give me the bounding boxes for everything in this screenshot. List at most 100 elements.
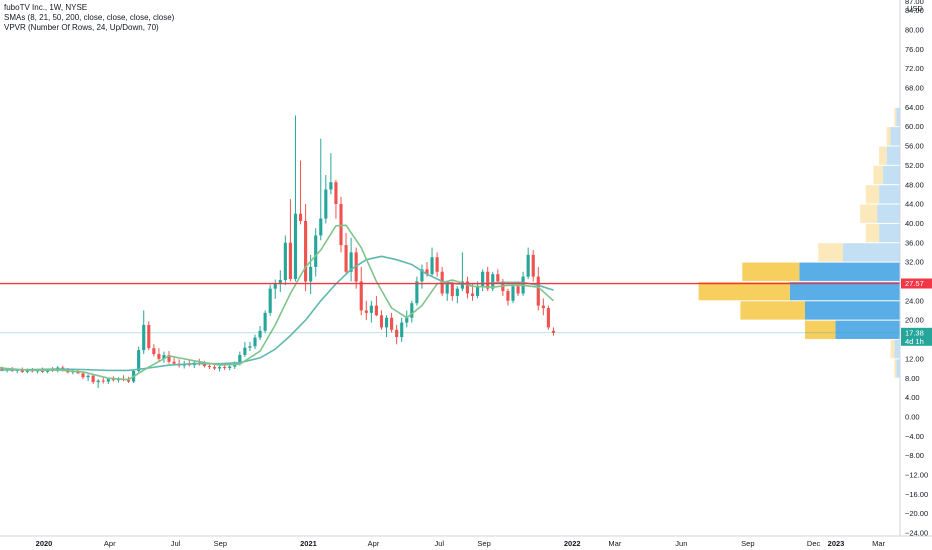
price-axis-top-label: 87.00 [905, 0, 924, 6]
candle-body [212, 367, 217, 369]
candle-body [111, 379, 115, 381]
candle-body [349, 252, 353, 272]
x-tick-label: 2023 [828, 539, 845, 548]
vp-row-down [698, 281, 790, 301]
horizontal-line[interactable] [0, 282, 900, 334]
candle-body [96, 380, 100, 383]
y-tick-label: 12.00 [905, 354, 924, 363]
candle-body [450, 283, 454, 296]
time-axis-bg [0, 536, 932, 550]
x-tick-label: Sep [214, 539, 227, 548]
sma-fast-line [0, 224, 555, 381]
candle-body [430, 257, 434, 275]
candle-body [374, 305, 378, 316]
vp-row-down [865, 223, 880, 243]
candle-body [157, 354, 161, 359]
candle-body [496, 274, 500, 282]
candle-body [460, 281, 464, 289]
sma-slow-line [0, 255, 554, 372]
x-tick-label: Dec [807, 539, 821, 548]
candle-body [167, 354, 171, 362]
y-tick-label: 76.00 [905, 45, 924, 54]
vp-row-up [877, 204, 900, 223]
y-tick-label: 4.00 [905, 393, 920, 402]
y-tick-label: −16.00 [905, 490, 928, 499]
candle-body [516, 286, 520, 294]
y-tick-label: 8.00 [905, 374, 920, 383]
last-price-tag [901, 327, 932, 346]
vp-row-up [894, 339, 900, 359]
y-tick-label: −20.00 [905, 509, 928, 518]
vp-row-down [742, 262, 800, 281]
sma-legend[interactable]: SMAs (8, 21, 50, 200, close, close, clos… [4, 13, 175, 22]
x-tick-label: Jul [434, 539, 444, 548]
x-tick-label: Apr [368, 539, 380, 548]
y-tick-label: 0.00 [905, 412, 920, 421]
y-tick-label: 48.00 [905, 180, 924, 189]
price-axis-bg [900, 0, 932, 550]
candle-body [228, 366, 232, 369]
bar-countdown-text: 4d 1h [905, 337, 924, 346]
y-tick-label: 72.00 [905, 64, 924, 73]
candle-body [263, 312, 267, 331]
y-tick-label: −8.00 [905, 451, 924, 460]
candle-body [465, 281, 470, 294]
candle-body [445, 283, 449, 294]
candle-body [476, 286, 480, 296]
candle-body [531, 254, 535, 277]
candle-body [339, 204, 343, 246]
chart-legend[interactable]: fuboTV Inc., 1W, NYSE SMAs (8, 21, 50, 2… [4, 3, 174, 33]
vpvr-legend[interactable]: VPVR (Number Of Rows, 24, Up/Down, 70) [4, 23, 159, 32]
y-tick-label: 36.00 [905, 238, 924, 247]
candle-body [20, 369, 24, 372]
candle-body [395, 329, 399, 338]
candle-body [202, 364, 206, 367]
candle-body [481, 271, 485, 287]
vp-row-up [805, 301, 900, 320]
candle-body [384, 317, 389, 328]
vp-row-down [740, 301, 805, 320]
x-tick-label: 2022 [564, 539, 581, 548]
y-tick-label: 68.00 [905, 84, 924, 93]
candle-body [268, 288, 272, 313]
x-tick-label: Jul [171, 539, 181, 548]
candle-body [40, 370, 45, 372]
candle-body [253, 337, 257, 347]
vp-row-up [843, 243, 900, 262]
vp-row-up [879, 185, 900, 204]
candle-body [243, 347, 247, 355]
candle-body [379, 315, 384, 328]
x-tick-label: 2021 [300, 539, 317, 548]
x-tick-label: Jun [675, 539, 687, 548]
candle-body [223, 367, 227, 369]
vp-row-up [896, 359, 900, 378]
candle-body [248, 346, 252, 348]
vp-row-down [879, 146, 887, 165]
candle-body [536, 276, 540, 306]
candle-body [425, 269, 429, 275]
y-tick-label: 40.00 [905, 219, 924, 228]
candle-body [359, 281, 363, 311]
last-price-tag-text: 17.38 [905, 328, 924, 337]
candle-body [546, 308, 550, 328]
candle-body [293, 213, 298, 280]
x-tick-label: Apr [104, 539, 116, 548]
x-tick-label: Sep [477, 539, 490, 548]
candle-body [106, 379, 110, 382]
candle-body [491, 274, 495, 289]
x-tick-label: Mar [608, 539, 621, 548]
candle-body [526, 254, 530, 277]
vp-row-up [882, 165, 900, 185]
candle-body [147, 324, 151, 349]
candle-body [506, 291, 510, 301]
candle-body [238, 354, 242, 365]
symbol-legend[interactable]: fuboTV Inc., 1W, NYSE [4, 3, 88, 12]
candle-body [334, 182, 338, 205]
candle-body [369, 305, 373, 313]
y-tick-label: 56.00 [905, 142, 924, 151]
candle-body [435, 257, 439, 272]
candle-body [405, 317, 409, 323]
vp-row-up [890, 127, 900, 146]
